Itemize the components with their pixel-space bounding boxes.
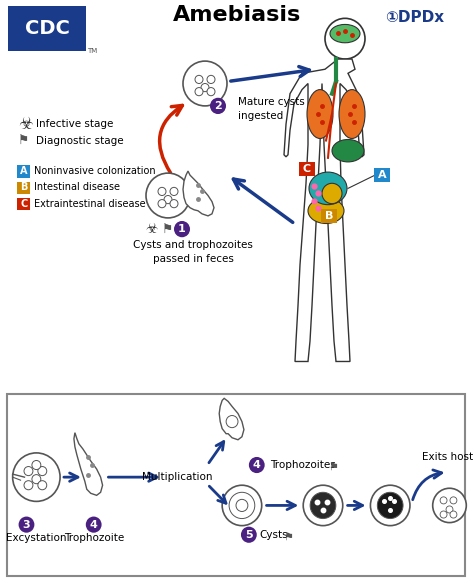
Circle shape xyxy=(195,75,203,84)
Text: A: A xyxy=(378,170,386,180)
Circle shape xyxy=(207,88,215,96)
Text: Trophozoite: Trophozoite xyxy=(64,533,124,543)
FancyBboxPatch shape xyxy=(18,198,30,210)
Text: 4: 4 xyxy=(253,460,261,470)
Text: ⚑: ⚑ xyxy=(283,532,293,542)
Text: 5: 5 xyxy=(245,530,253,540)
Text: TM: TM xyxy=(87,48,97,54)
Circle shape xyxy=(201,84,209,92)
Circle shape xyxy=(446,506,453,513)
Text: ⚑: ⚑ xyxy=(163,223,173,235)
Circle shape xyxy=(249,457,264,473)
Circle shape xyxy=(433,488,466,523)
Text: Diagnostic stage: Diagnostic stage xyxy=(36,135,124,145)
Circle shape xyxy=(440,511,447,518)
Text: 2: 2 xyxy=(214,101,222,111)
Circle shape xyxy=(229,492,255,519)
Circle shape xyxy=(303,485,343,526)
Circle shape xyxy=(38,467,47,475)
Polygon shape xyxy=(183,171,214,216)
Circle shape xyxy=(170,200,178,208)
Text: Multiplication: Multiplication xyxy=(143,472,213,482)
Text: Excystation: Excystation xyxy=(6,533,67,543)
Circle shape xyxy=(174,221,190,237)
Ellipse shape xyxy=(339,89,365,138)
Circle shape xyxy=(170,187,178,196)
Circle shape xyxy=(183,61,227,106)
FancyBboxPatch shape xyxy=(374,168,390,182)
Polygon shape xyxy=(284,59,364,361)
Circle shape xyxy=(32,460,41,470)
FancyBboxPatch shape xyxy=(18,165,30,178)
Circle shape xyxy=(226,416,238,427)
Ellipse shape xyxy=(309,172,347,204)
Text: CDC: CDC xyxy=(25,19,69,38)
Text: Noninvasive colonization: Noninvasive colonization xyxy=(34,166,155,176)
Text: Cysts and trophozoites
passed in feces: Cysts and trophozoites passed in feces xyxy=(133,240,253,263)
Circle shape xyxy=(440,497,447,504)
Circle shape xyxy=(207,75,215,84)
Circle shape xyxy=(310,492,336,519)
Text: Cysts: Cysts xyxy=(260,530,288,540)
Circle shape xyxy=(195,88,203,96)
Text: 1: 1 xyxy=(178,224,186,234)
Text: Amebiasis: Amebiasis xyxy=(173,5,301,25)
Text: Trophozoites: Trophozoites xyxy=(270,460,336,470)
Ellipse shape xyxy=(330,25,360,43)
Circle shape xyxy=(241,527,257,543)
Ellipse shape xyxy=(308,198,344,224)
Circle shape xyxy=(325,18,365,59)
Ellipse shape xyxy=(322,183,342,204)
Circle shape xyxy=(164,196,172,204)
Circle shape xyxy=(222,485,262,526)
Circle shape xyxy=(146,173,190,218)
FancyBboxPatch shape xyxy=(8,6,86,51)
Circle shape xyxy=(370,485,410,526)
Text: C: C xyxy=(20,199,27,208)
Circle shape xyxy=(210,98,226,114)
Polygon shape xyxy=(74,433,102,495)
Ellipse shape xyxy=(332,140,364,162)
Text: Extraintestinal disease: Extraintestinal disease xyxy=(34,199,146,208)
Circle shape xyxy=(24,481,33,490)
Text: B: B xyxy=(20,182,27,192)
FancyBboxPatch shape xyxy=(321,208,337,223)
FancyBboxPatch shape xyxy=(7,394,465,576)
Text: ⚑: ⚑ xyxy=(328,462,338,472)
Text: ☣: ☣ xyxy=(18,115,33,133)
Text: 4: 4 xyxy=(90,520,98,530)
Text: 3: 3 xyxy=(23,520,30,530)
Circle shape xyxy=(158,187,166,196)
Text: ☣: ☣ xyxy=(146,222,158,236)
Circle shape xyxy=(158,200,166,208)
Text: Mature cysts
ingested: Mature cysts ingested xyxy=(238,98,305,120)
Circle shape xyxy=(24,467,33,475)
Ellipse shape xyxy=(307,89,333,138)
FancyBboxPatch shape xyxy=(18,182,30,194)
Text: Intestinal disease: Intestinal disease xyxy=(34,182,120,192)
Circle shape xyxy=(450,497,457,504)
Text: B: B xyxy=(325,211,333,221)
Text: A: A xyxy=(20,166,28,176)
Circle shape xyxy=(450,511,457,518)
Circle shape xyxy=(32,475,41,484)
Circle shape xyxy=(18,516,35,533)
FancyBboxPatch shape xyxy=(299,162,315,176)
Circle shape xyxy=(86,516,101,533)
Text: Exits host: Exits host xyxy=(422,452,473,462)
Text: ①DPDx: ①DPDx xyxy=(385,10,444,25)
Polygon shape xyxy=(219,398,244,440)
Circle shape xyxy=(377,492,403,519)
Text: Infective stage: Infective stage xyxy=(36,119,113,129)
Circle shape xyxy=(13,453,60,502)
Circle shape xyxy=(236,499,248,512)
Text: C: C xyxy=(303,164,311,174)
Circle shape xyxy=(38,481,47,490)
Text: ⚑: ⚑ xyxy=(18,134,29,147)
